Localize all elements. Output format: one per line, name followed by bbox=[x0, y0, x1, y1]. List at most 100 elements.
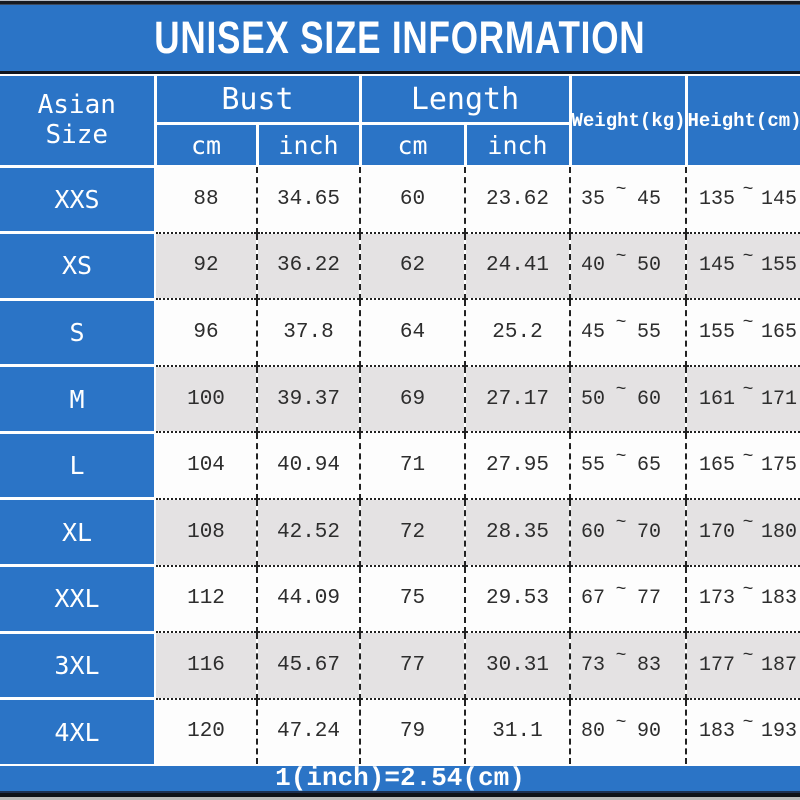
size-cell: S bbox=[0, 297, 156, 366]
height-min: 173 bbox=[699, 587, 736, 611]
height-max: 175 bbox=[760, 454, 797, 478]
weight-max: 45 bbox=[636, 187, 661, 211]
length-cm-cell: 77 bbox=[360, 631, 466, 699]
weight-range-cell: 35 ~ 45 bbox=[570, 165, 687, 233]
tilde-separator: ~ bbox=[742, 513, 754, 534]
bust-inch-cell: 45.67 bbox=[257, 631, 361, 699]
weight-max: 50 bbox=[636, 254, 661, 278]
title-divider bbox=[0, 71, 800, 76]
bust-inch-cell: 47.24 bbox=[257, 697, 361, 764]
size-cell: XL bbox=[0, 497, 156, 566]
bust-inch-cell: 42.52 bbox=[257, 497, 361, 566]
height-range-cell: 135 ~ 145 bbox=[686, 165, 800, 233]
weight-min: 50 bbox=[581, 387, 606, 411]
bust-cm-cell: 100 bbox=[155, 364, 258, 433]
length-inch-cell: 23.62 bbox=[465, 165, 571, 233]
weight-range-cell: 60 ~ 70 bbox=[570, 497, 687, 566]
tilde-separator: ~ bbox=[742, 579, 754, 600]
size-cell: 3XL bbox=[0, 630, 156, 699]
footer-band: 1(inch)=2.54(cm) bbox=[0, 763, 800, 793]
tilde-separator: ~ bbox=[742, 446, 754, 467]
length-cm-cell: 69 bbox=[360, 364, 466, 433]
header-weight: Weight(kg) bbox=[570, 76, 688, 167]
weight-max: 60 bbox=[636, 387, 661, 411]
weight-max: 90 bbox=[636, 720, 661, 744]
top-border bbox=[0, 0, 800, 5]
length-inch-cell: 30.31 bbox=[465, 631, 571, 699]
bust-cm-cell: 92 bbox=[155, 231, 258, 300]
header-length: Length bbox=[360, 76, 572, 125]
tilde-separator: ~ bbox=[742, 380, 754, 401]
height-min: 135 bbox=[699, 187, 736, 211]
tilde-separator: ~ bbox=[615, 380, 627, 401]
table-header: Asian Size Bust Length Weight(kg) Height… bbox=[0, 76, 800, 167]
tilde-separator: ~ bbox=[615, 246, 627, 267]
size-table: Asian Size Bust Length Weight(kg) Height… bbox=[0, 76, 800, 764]
header-row-units: cm inch cm inch bbox=[0, 123, 800, 167]
weight-min: 67 bbox=[581, 587, 606, 611]
tilde-separator: ~ bbox=[742, 246, 754, 267]
table-row-s: S 96 37.8 64 25.2 45 ~ 55 155 ~ 165 bbox=[0, 297, 800, 366]
page-title: UNISEX SIZE INFORMATION bbox=[154, 12, 646, 63]
height-max: 180 bbox=[760, 520, 797, 544]
length-cm-cell: 75 bbox=[360, 564, 466, 633]
table-row-3xl: 3XL 116 45.67 77 30.31 73 ~ 83 177 ~ bbox=[0, 630, 800, 699]
tilde-separator: ~ bbox=[615, 579, 627, 600]
bust-cm-cell: 108 bbox=[155, 497, 258, 566]
weight-max: 65 bbox=[636, 454, 661, 478]
height-range-cell: 165 ~ 175 bbox=[686, 431, 800, 499]
tilde-separator: ~ bbox=[742, 646, 754, 667]
weight-range-cell: 55 ~ 65 bbox=[570, 431, 687, 499]
weight-min: 45 bbox=[581, 320, 606, 344]
bust-inch-cell: 40.94 bbox=[257, 431, 361, 499]
tilde-separator: ~ bbox=[615, 513, 627, 534]
bust-cm-cell: 104 bbox=[155, 431, 258, 499]
bust-inch-cell: 39.37 bbox=[257, 364, 361, 433]
weight-min: 60 bbox=[581, 520, 606, 544]
table-row-l: L 104 40.94 71 27.95 55 ~ 65 165 ~ 1 bbox=[0, 430, 800, 499]
header-bust: Bust bbox=[155, 76, 362, 125]
length-cm-cell: 64 bbox=[360, 298, 466, 366]
bust-cm-cell: 112 bbox=[155, 564, 258, 633]
tilde-separator: ~ bbox=[615, 712, 627, 733]
tilde-separator: ~ bbox=[742, 313, 754, 334]
weight-range-cell: 73 ~ 83 bbox=[570, 631, 687, 699]
length-inch-cell: 27.17 bbox=[465, 364, 571, 433]
header-row-groups: Asian Size Bust Length Weight(kg) Height… bbox=[0, 76, 800, 167]
height-min: 161 bbox=[699, 387, 736, 411]
subheader-length-inch: inch bbox=[465, 123, 572, 167]
height-range-cell: 155 ~ 165 bbox=[686, 298, 800, 366]
height-range-cell: 173 ~ 183 bbox=[686, 564, 800, 633]
weight-max: 55 bbox=[636, 320, 661, 344]
length-inch-cell: 24.41 bbox=[465, 231, 571, 300]
weight-range-cell: 67 ~ 77 bbox=[570, 564, 687, 633]
subheader-bust-cm: cm bbox=[155, 123, 259, 167]
height-range-cell: 170 ~ 180 bbox=[686, 497, 800, 566]
height-min: 155 bbox=[699, 320, 736, 344]
length-inch-cell: 28.35 bbox=[465, 497, 571, 566]
bust-cm-cell: 96 bbox=[155, 298, 258, 366]
size-cell: XXS bbox=[0, 164, 156, 233]
size-cell: 4XL bbox=[0, 697, 156, 764]
bust-inch-cell: 36.22 bbox=[257, 231, 361, 300]
height-max: 145 bbox=[760, 187, 797, 211]
weight-range-cell: 45 ~ 55 bbox=[570, 298, 687, 366]
bottom-border bbox=[0, 791, 800, 800]
weight-range-cell: 40 ~ 50 bbox=[570, 231, 687, 300]
height-max: 183 bbox=[760, 587, 797, 611]
size-cell: XXL bbox=[0, 564, 156, 633]
header-asian-size: Asian Size bbox=[0, 76, 157, 167]
table-row-xs: XS 92 36.22 62 24.41 40 ~ 50 145 ~ 1 bbox=[0, 231, 800, 300]
table-row-m: M 100 39.37 69 27.17 50 ~ 60 161 ~ 1 bbox=[0, 364, 800, 433]
table-row-xl: XL 108 42.52 72 28.35 60 ~ 70 170 ~ bbox=[0, 497, 800, 566]
height-range-cell: 183 ~ 193 bbox=[686, 697, 800, 764]
height-range-cell: 161 ~ 171 bbox=[686, 364, 800, 433]
height-min: 183 bbox=[699, 720, 736, 744]
weight-max: 77 bbox=[636, 587, 661, 611]
bust-cm-cell: 116 bbox=[155, 631, 258, 699]
weight-min: 80 bbox=[581, 720, 606, 744]
tilde-separator: ~ bbox=[742, 712, 754, 733]
length-cm-cell: 72 bbox=[360, 497, 466, 566]
table-row-4xl: 4XL 120 47.24 79 31.1 80 ~ 90 183 ~ bbox=[0, 697, 800, 764]
